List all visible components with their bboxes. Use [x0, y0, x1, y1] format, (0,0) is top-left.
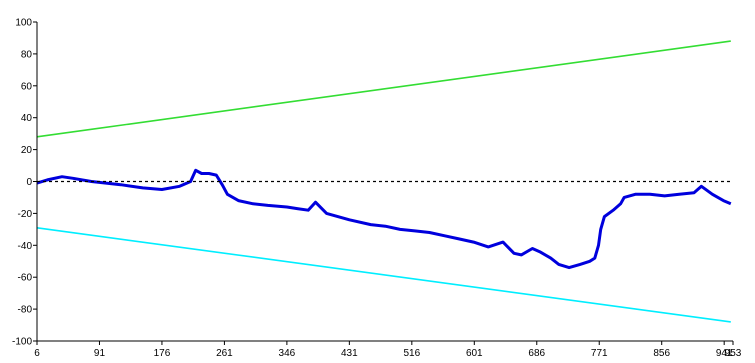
- y-tick-label: -100: [12, 337, 32, 348]
- x-tick-label: 953: [725, 348, 742, 359]
- x-tick-label: 686: [528, 348, 545, 359]
- y-tick-label: -40: [18, 241, 33, 252]
- series-layer: [36, 40, 733, 323]
- y-ticks: 100 80 60 40 20 0 -20 -40 -60 -80 -100: [12, 18, 37, 348]
- x-tick-label: 91: [94, 348, 106, 359]
- y-tick-label: 20: [21, 145, 33, 156]
- x-tick-label: 261: [216, 348, 233, 359]
- x-tick-label: 856: [653, 348, 670, 359]
- y-tick-label: 0: [26, 177, 32, 188]
- series-line-3: [36, 227, 731, 323]
- x-tick-label: 176: [154, 348, 171, 359]
- y-tick-label: 40: [21, 113, 33, 124]
- x-tick-label: 516: [403, 348, 420, 359]
- x-tick-label: 941: [716, 348, 733, 359]
- x-tick-label: 6: [34, 348, 40, 359]
- x-tick-label: 346: [279, 348, 296, 359]
- y-tick-label: 60: [21, 81, 33, 92]
- series-line-1: [36, 168, 732, 270]
- y-tick-label: 80: [21, 49, 33, 60]
- y-tick-label: -80: [18, 305, 33, 316]
- y-tick-label: 100: [15, 18, 32, 29]
- y-tick-label: -20: [18, 209, 33, 220]
- x-tick-label: 771: [591, 348, 608, 359]
- x-tick-label: 431: [341, 348, 358, 359]
- x-tick-label: 601: [466, 348, 483, 359]
- y-tick-label: -60: [18, 273, 33, 284]
- series-line-2: [36, 40, 731, 138]
